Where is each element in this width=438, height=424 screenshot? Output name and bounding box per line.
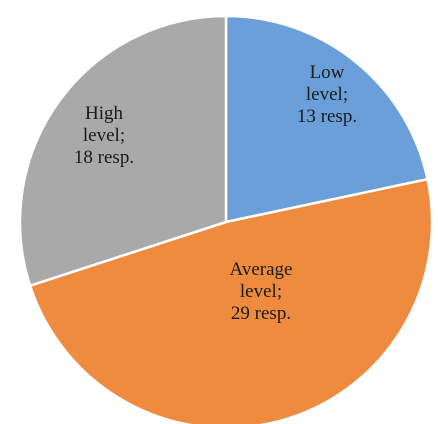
pie-label-average-level: Average level; 29 resp. [230, 259, 293, 324]
pie-label-line: Low [310, 62, 345, 83]
pie-label-line: 13 resp. [297, 106, 357, 127]
pie-label-line: level; [240, 281, 282, 302]
pie-slice-average-level [28, 177, 434, 424]
pie-labels: Low level; 13 resp.Average level; 29 resp.Hi… [74, 62, 357, 324]
pie-label-line: 29 resp. [231, 303, 291, 324]
pie-label-high-level: High level; 18 resp. [74, 103, 134, 168]
pie-label-line: level; [83, 125, 125, 146]
pie-label-line: High [85, 103, 124, 124]
pie-label-line: level; [306, 84, 348, 105]
pie-label-line: 18 resp. [74, 147, 134, 168]
pie-slice-high-level [18, 14, 228, 287]
pie-slices [18, 14, 434, 424]
pie-label-line: Average [230, 259, 293, 280]
pie-label-low-level: Low level; 13 resp. [297, 62, 357, 127]
pie-slice-low-level [224, 14, 429, 224]
